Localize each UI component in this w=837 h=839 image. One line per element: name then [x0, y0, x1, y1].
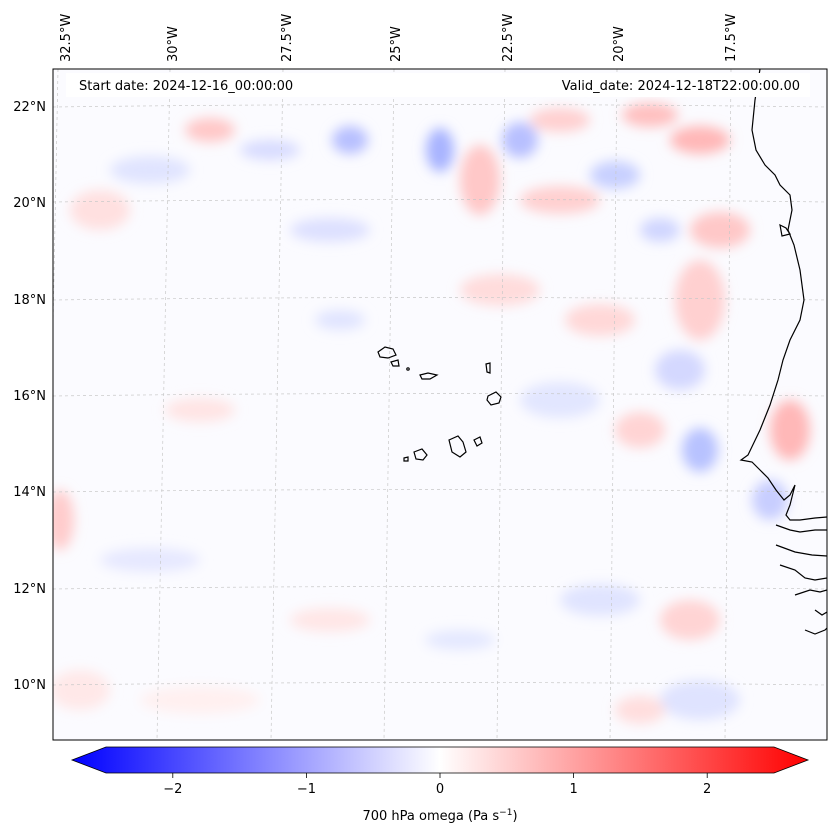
lat-label: 20°N [13, 196, 46, 211]
omega-field [53, 103, 810, 724]
latitude-labels: 22°N 20°N 18°N 16°N 14°N 12°N 10°N [13, 100, 46, 693]
colorbar-tick-label: −2 [163, 782, 182, 797]
colorbar-tick-label: −1 [297, 782, 316, 797]
lat-label: 14°N [13, 485, 46, 500]
colorbar-tick-label: 0 [436, 782, 444, 797]
lon-label: 30°W [166, 26, 181, 62]
lat-label: 16°N [13, 389, 46, 404]
colorbar-tick-label: 1 [569, 782, 577, 797]
colorbar: −2 −1 0 1 2 700 hPa omega (Pa s−1) [70, 746, 810, 824]
longitude-labels: 32.5°W 30°W 27.5°W 25°W 22.5°W 20°W 17.5… [59, 14, 739, 62]
lat-label: 10°N [13, 678, 46, 693]
coastline [739, 69, 827, 635]
lon-label: 20°W [612, 26, 627, 62]
lat-label: 12°N [13, 582, 46, 597]
lon-label: 17.5°W [724, 14, 739, 62]
lat-label: 22°N [13, 100, 46, 115]
map-frame [52, 68, 828, 741]
date-header-band [66, 73, 810, 97]
graticule [53, 69, 827, 740]
start-date-label: Start date: 2024-12-16_00:00:00 [79, 79, 293, 94]
valid-date-label: Valid_date: 2024-12-18T22:00:00.00 [562, 79, 800, 94]
colorbar-gradient [70, 746, 810, 774]
cape-verde-islands [377, 346, 502, 462]
lon-label: 22.5°W [501, 14, 516, 62]
lat-label: 18°N [13, 293, 46, 308]
lon-label: 32.5°W [59, 14, 74, 62]
colorbar-tick-label: 2 [703, 782, 711, 797]
lon-label: 25°W [389, 26, 404, 62]
lon-label: 27.5°W [280, 14, 295, 62]
colorbar-label: 700 hPa omega (Pa s−1) [362, 808, 517, 824]
colorbar-ticks: −2 −1 0 1 2 [163, 773, 711, 797]
